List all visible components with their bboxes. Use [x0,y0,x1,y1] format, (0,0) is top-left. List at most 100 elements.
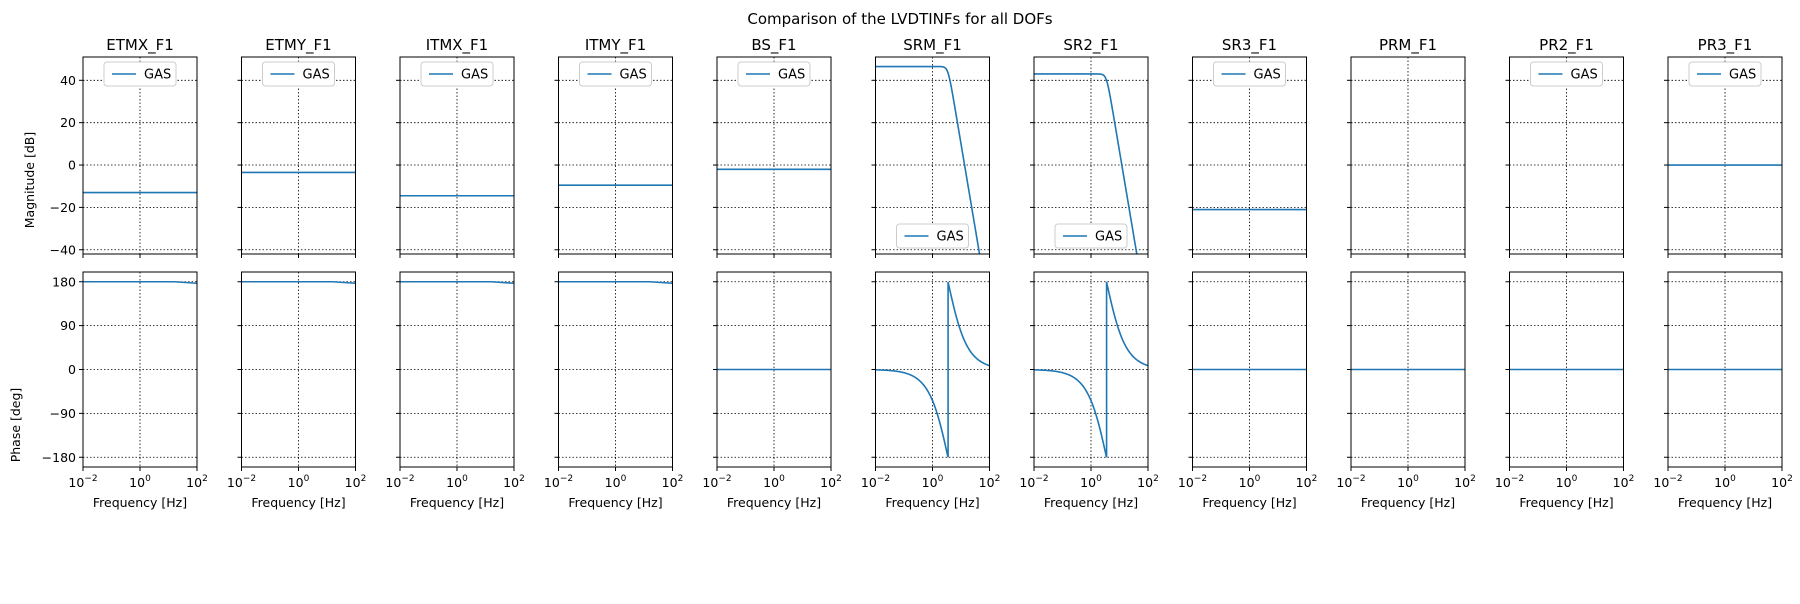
x-tick-label: 10−2 [544,474,573,490]
axes-frame [241,271,356,468]
y-tick-label: 20 [60,115,76,130]
legend-label: GAS [1095,230,1122,245]
axes-frame [875,56,990,255]
legend-box [420,61,494,87]
legend: GAS [1530,61,1603,87]
x-axis-label: Frequency [Hz] [1361,495,1455,510]
x-tick-label: 10−2 [861,474,890,490]
axes-frame [875,271,990,468]
y-tick-label: 90 [60,318,76,333]
phase-ylabel: Phase [deg] [8,388,23,463]
legend-box [1688,61,1762,87]
x-tick-label: 100 [763,474,785,490]
x-tick-label: 10−2 [1336,474,1365,490]
phase-line [400,280,514,285]
legend-box [579,61,652,87]
legend: GAS [103,61,177,87]
panel-prm-f1: PRM_F1 10−2 100 102 Frequency [Hz] [1336,36,1475,510]
legend-box [1213,61,1286,87]
panel-title: PR3_F1 [1698,36,1753,55]
legend: GAS [1054,223,1128,249]
x-tick-label: 102 [345,474,367,490]
axes-frame [1350,271,1466,468]
y-tick-label: 180 [52,274,76,289]
axes-frame [1192,271,1307,468]
legend-label: GAS [303,68,330,83]
phase-axes: 10−2 100 102 Frequency [Hz] [1653,271,1793,510]
legend: GAS [579,61,652,87]
x-tick-label: 102 [503,474,525,490]
axes-frame [1033,271,1149,468]
y-tick-label: 0 [68,158,76,173]
mag-axes: GAS [1664,56,1783,258]
phase-line [241,280,356,285]
phase-line [875,281,990,458]
x-tick-label: 102 [1613,474,1635,490]
magnitude-line [875,65,981,254]
legend-label: GAS [1729,68,1756,83]
axes-frame [1667,271,1783,468]
legend-box [262,61,335,87]
legend-label: GAS [620,68,647,83]
x-tick-label: 102 [1771,474,1793,490]
legend-box [737,61,811,87]
panel-etmx-f1: ETMX_F1 40 20 0 −20 −40 GAS 180 90 0 −90 −180 10−2 10… [42,36,208,510]
x-axis-label: Frequency [Hz] [1678,495,1772,510]
phase-line [1034,281,1148,458]
legend-label: GAS [461,68,488,83]
axes-frame [82,271,198,468]
panel-title: PRM_F1 [1379,36,1437,55]
legend-box [896,223,969,249]
mag-axes: 40 20 0 −20 −40 GAS [50,56,198,258]
x-axis-label: Frequency [Hz] [93,495,187,510]
x-tick-label: 10−2 [1653,474,1682,490]
x-tick-label: 100 [288,474,310,490]
axes-frame [399,56,515,255]
mag-axes: GAS [1505,56,1624,258]
legend-label: GAS [778,68,805,83]
mag-axes: GAS [1030,56,1149,258]
y-tick-label: 40 [60,73,76,88]
mag-axes [1347,56,1466,258]
panel-title: ITMX_F1 [426,36,488,55]
x-tick-label: 100 [1556,474,1578,490]
mag-axes: GAS [713,56,832,258]
panel-bs-f1: BS_F1 GAS 10−2 100 102 Frequency [Hz] [702,36,841,510]
mag-axes: GAS [396,56,515,258]
y-tick-label: −90 [50,406,76,421]
x-tick-label: 100 [1714,474,1736,490]
axes-frame [716,56,832,255]
axes-frame [82,56,198,255]
legend: GAS [896,223,969,249]
x-axis-label: Frequency [Hz] [251,495,345,510]
axes-frame [558,271,673,468]
panel-title: ITMY_F1 [585,36,646,55]
x-axis-label: Frequency [Hz] [1044,495,1138,510]
axes-frame [716,271,832,468]
panel-title: ETMY_F1 [265,36,331,55]
x-tick-label: 102 [662,474,684,490]
axes-frame [241,56,356,255]
legend: GAS [420,61,494,87]
axes-frame [1509,271,1624,468]
x-tick-label: 100 [1080,474,1102,490]
panel-itmx-f1: ITMX_F1 GAS 10−2 100 102 Frequency [Hz] [385,36,524,510]
mag-axes: GAS [554,56,673,258]
x-tick-label: 102 [820,474,842,490]
panel-title: BS_F1 [751,36,796,55]
x-tick-label: 102 [979,474,1001,490]
phase-line [558,280,673,285]
